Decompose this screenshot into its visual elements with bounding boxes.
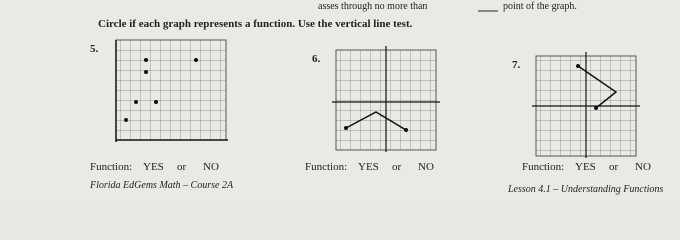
answer-row: Function: YES or NO Function: YES or NO … — [90, 161, 651, 173]
point — [124, 118, 128, 122]
answer-no[interactable]: NO — [203, 161, 219, 173]
answer-label: Function: — [90, 161, 132, 173]
problem-number: 7. — [512, 59, 521, 71]
worksheet: asses through no more than point of the … — [89, 1, 664, 195]
point — [576, 64, 580, 68]
point — [344, 126, 348, 130]
answer-label: Function: — [305, 161, 347, 173]
header-text: asses through no more than — [318, 1, 427, 12]
graph-line — [345, 111, 407, 131]
problem-number: 5. — [90, 43, 99, 55]
point — [134, 100, 138, 104]
answer-label: Function: — [522, 161, 564, 173]
point — [144, 70, 148, 74]
point — [154, 100, 158, 104]
answer-or: or — [392, 161, 402, 173]
answer-or: or — [177, 161, 187, 173]
footer-right: Lesson 4.1 – Understanding Functions — [507, 184, 663, 195]
point — [144, 58, 148, 62]
point — [194, 58, 198, 62]
answer-no[interactable]: NO — [635, 161, 651, 173]
instruction: Circle if each graph represents a functi… — [98, 18, 413, 30]
footer-left: Florida EdGems Math – Course 2A — [89, 180, 234, 191]
graph-points — [124, 58, 198, 122]
answer-no[interactable]: NO — [418, 161, 434, 173]
graph-line — [577, 65, 618, 109]
point — [404, 128, 408, 132]
answer-yes[interactable]: YES — [358, 161, 379, 173]
page: {"header": {"text_before": "asses throug… — [89, 1, 664, 195]
header-text: point of the graph. — [503, 1, 577, 12]
point — [594, 106, 598, 110]
answer-yes[interactable]: YES — [143, 161, 164, 173]
graph-grid — [115, 39, 227, 141]
answer-yes[interactable]: YES — [575, 161, 596, 173]
answer-or: or — [609, 161, 619, 173]
problem-number: 6. — [312, 53, 321, 65]
